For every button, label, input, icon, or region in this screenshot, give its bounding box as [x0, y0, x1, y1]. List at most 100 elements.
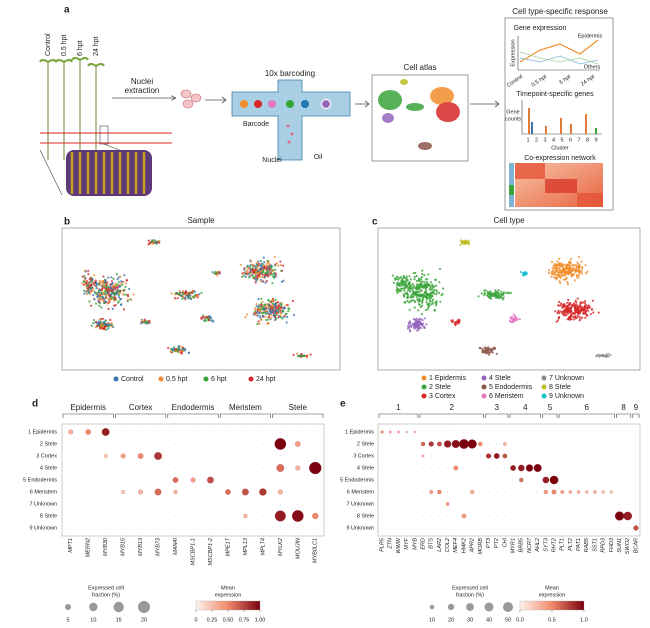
cell-point: [411, 296, 414, 299]
empty-dot: [192, 455, 194, 457]
cell-point: [280, 303, 283, 306]
empty-dot: [87, 527, 89, 529]
empty-dot: [545, 515, 547, 517]
empty-dot: [381, 515, 383, 517]
cell-point: [497, 293, 500, 296]
empty-dot: [175, 455, 177, 457]
empty-dot: [422, 479, 424, 481]
cell-point: [398, 290, 401, 293]
cell-point: [592, 311, 595, 314]
cell-point: [257, 262, 261, 265]
cell-point: [426, 303, 429, 306]
gene-label: MOUJIN: [295, 538, 301, 559]
cell-point: [576, 261, 579, 264]
cell-point: [116, 301, 119, 304]
cell-point: [424, 308, 427, 312]
cell-point: [103, 321, 106, 324]
cell-point: [93, 298, 96, 301]
cell-point: [92, 289, 95, 292]
cell-point: [286, 304, 289, 307]
cell-point: [261, 305, 264, 308]
empty-dot: [627, 479, 629, 481]
cell-point: [569, 266, 572, 269]
legend-label: 6 hpt: [211, 376, 227, 383]
cell-point: [83, 274, 86, 278]
empty-dot: [105, 443, 107, 445]
cell-point: [418, 295, 421, 298]
legend-label: 9 Unknown: [549, 393, 584, 400]
legend-swatch: [541, 393, 547, 399]
cell-point: [408, 275, 411, 278]
group-label: 1: [396, 403, 401, 412]
cell-point: [495, 295, 499, 299]
cell-point: [129, 298, 132, 301]
cell-point: [566, 264, 569, 267]
cell-point: [147, 239, 150, 242]
cell-point: [550, 260, 554, 263]
cell-point: [167, 347, 170, 350]
cell-point: [90, 324, 93, 327]
cell-point: [607, 355, 610, 358]
cell-point: [577, 265, 580, 268]
panel-label: d: [32, 399, 38, 410]
cell-point: [424, 295, 427, 299]
cell-point: [119, 297, 122, 301]
legend-tick-label: 0.25: [207, 617, 218, 623]
gene-label: RHT2: [551, 538, 557, 552]
cell-point: [296, 352, 299, 355]
row-label: 4 Stele: [357, 465, 374, 471]
empty-dot: [463, 467, 465, 469]
empty-dot: [578, 443, 580, 445]
empty-dot: [87, 467, 89, 469]
cell-point: [261, 273, 264, 276]
cell-point: [575, 303, 578, 306]
cell-point: [254, 281, 257, 284]
empty-dot: [504, 467, 506, 469]
cell-point: [245, 270, 248, 273]
cell-point: [179, 345, 183, 348]
row-label: 9 Unknown: [29, 525, 57, 531]
gene-label: CHI: [502, 538, 508, 548]
cell-point: [176, 297, 179, 300]
cell-point: [249, 260, 253, 263]
empty-dot: [553, 443, 555, 445]
cell-point: [256, 311, 259, 314]
cell-point: [112, 297, 115, 300]
legend-label: 4 Stele: [489, 375, 511, 382]
cell-point: [407, 282, 411, 285]
empty-dot: [520, 491, 522, 493]
cell-point: [392, 281, 395, 284]
cell-point: [109, 318, 112, 321]
empty-dot: [594, 467, 596, 469]
cell-point: [558, 304, 561, 307]
cell-point: [89, 284, 92, 287]
dot: [601, 490, 605, 494]
cell-point: [567, 317, 570, 321]
gene-label: MYF: [404, 537, 410, 549]
cell-point: [559, 264, 562, 267]
cell-point: [430, 295, 433, 298]
cell-point: [454, 323, 457, 327]
empty-dot: [227, 503, 229, 505]
cell-point: [288, 308, 291, 311]
cell-point: [273, 255, 276, 259]
cell-point: [251, 268, 254, 271]
cell-point: [172, 346, 176, 349]
cell-point: [151, 242, 155, 245]
empty-dot: [619, 443, 621, 445]
legend-tick-label: 0.0: [516, 617, 524, 623]
cell-point: [547, 272, 551, 275]
empty-dot: [479, 479, 481, 481]
empty-dot: [157, 503, 159, 505]
cell-point: [492, 292, 495, 295]
dot: [467, 439, 477, 449]
empty-dot: [569, 467, 571, 469]
cell-point: [424, 289, 428, 292]
empty-dot: [438, 503, 440, 505]
cell-point: [266, 322, 269, 325]
cell-point: [516, 317, 520, 320]
cell-point: [125, 279, 128, 282]
gene-label: BRB5: [519, 537, 525, 552]
cell-point: [256, 276, 259, 279]
cell-point: [413, 299, 416, 302]
